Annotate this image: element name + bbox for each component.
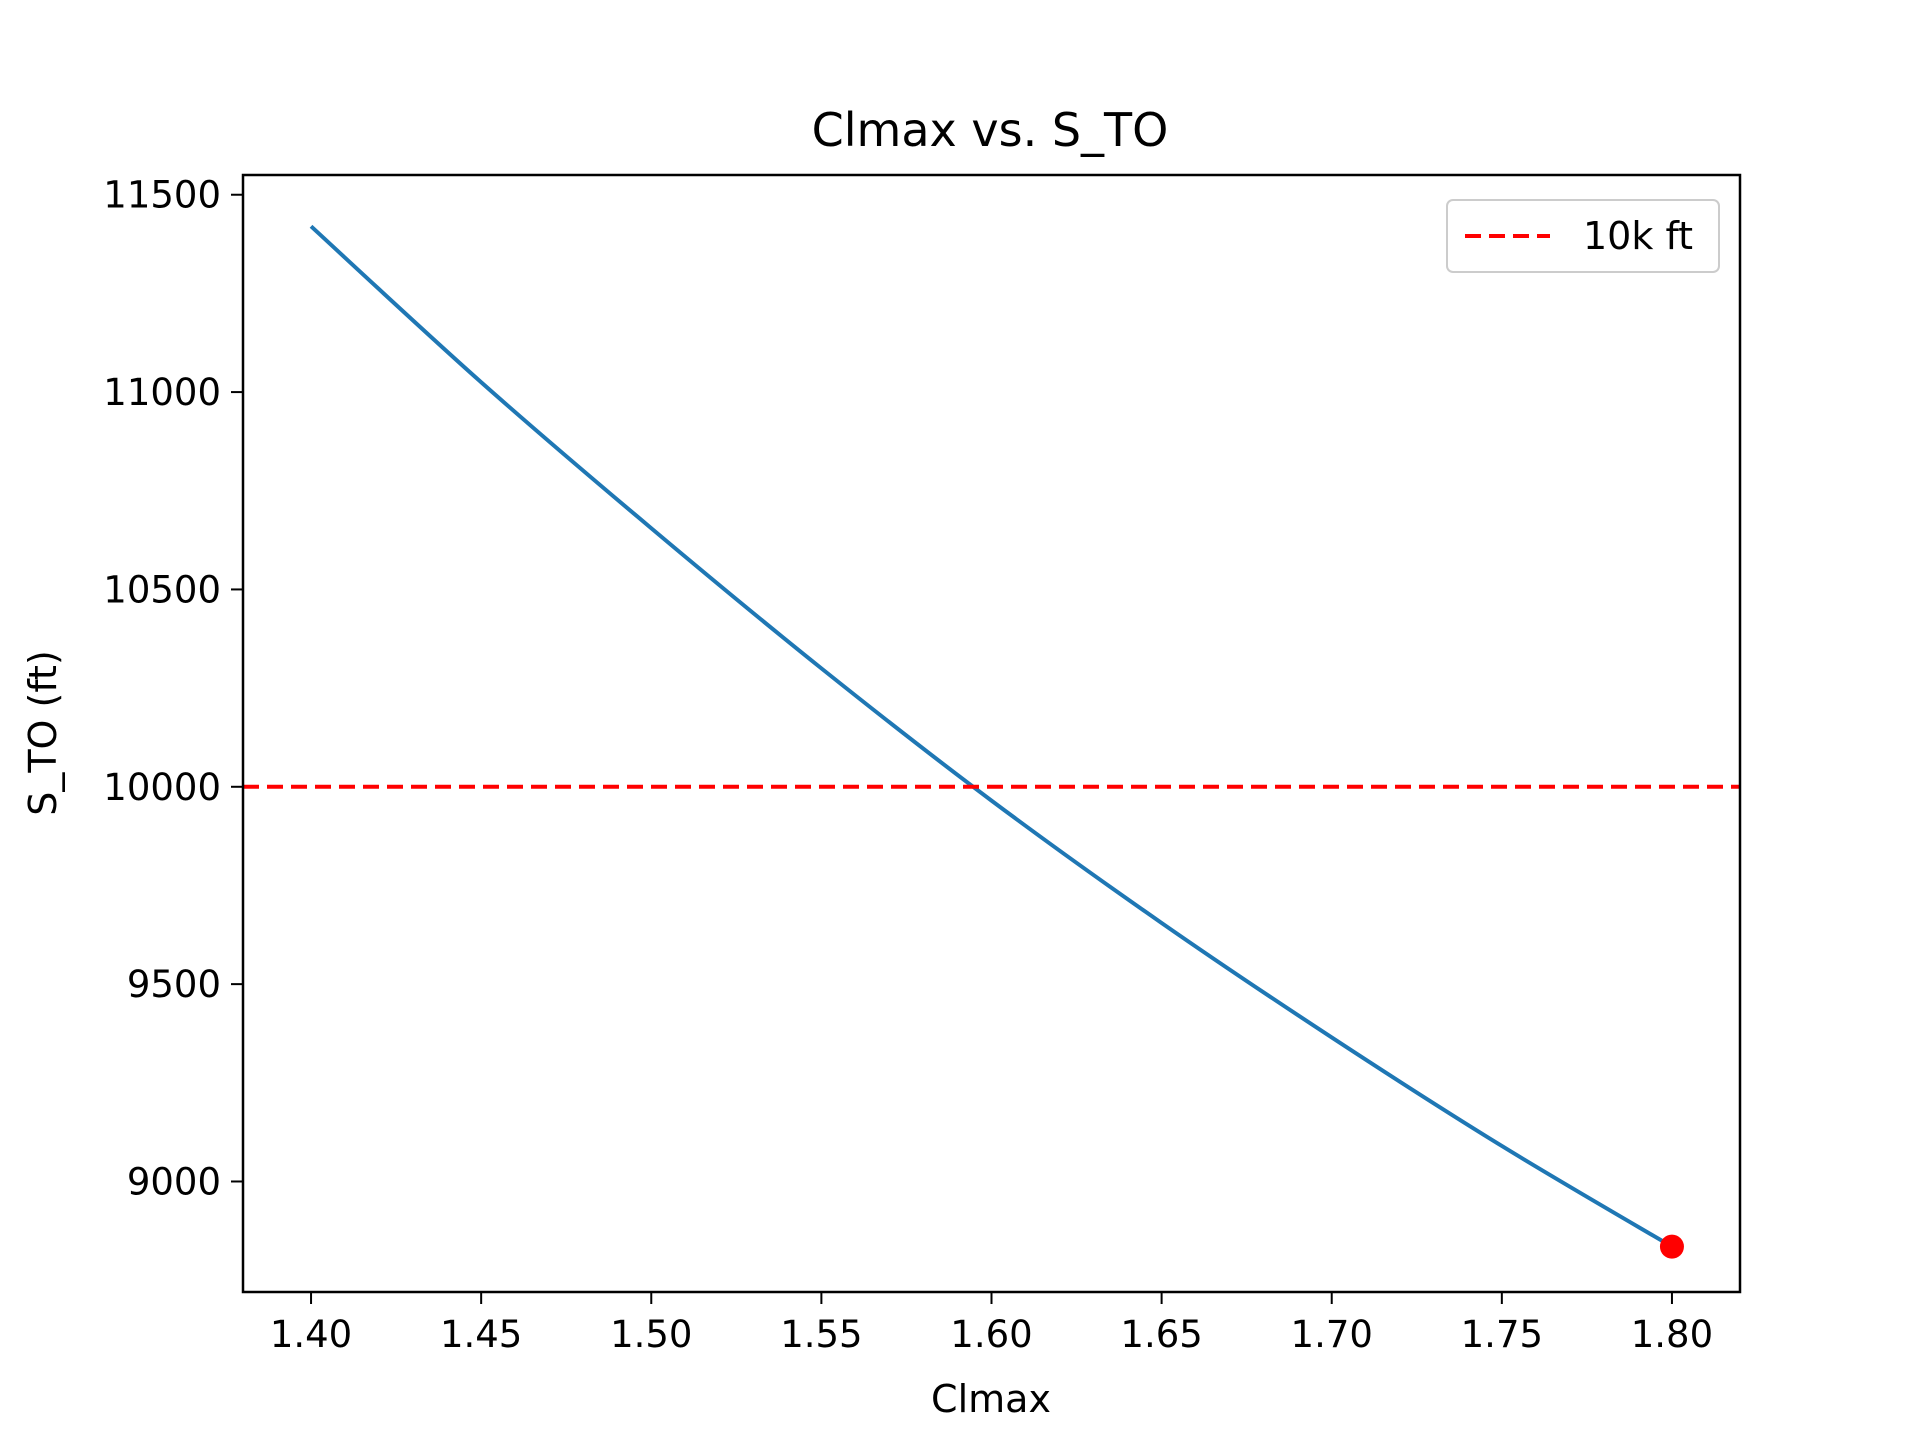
x-axis-ticks: 1.40 1.45 1.50 1.55 1.60 1.65 1.70 1.75 1.80: [270, 1292, 1713, 1356]
series-line-0: [309, 224, 1673, 1249]
x-tick-label: 1.70: [1291, 1313, 1373, 1356]
legend-box: [1446, 199, 1720, 273]
marker-group: [1659, 1234, 1684, 1259]
x-tick-label: 1.75: [1461, 1313, 1543, 1356]
x-tick-label: 1.45: [440, 1313, 522, 1356]
y-tick-label: 10000: [103, 766, 221, 809]
x-axis-label: Clmax: [931, 1377, 1051, 1421]
y-axis-label: S_TO (ft): [21, 650, 65, 816]
x-tick-label: 1.40: [270, 1313, 352, 1356]
x-tick-label: 1.60: [950, 1313, 1032, 1356]
x-tick-label: 1.65: [1120, 1313, 1202, 1356]
x-tick-label: 1.80: [1631, 1313, 1713, 1356]
marker-point: [1659, 1234, 1684, 1259]
series-group: [309, 224, 1673, 1249]
y-axis-ticks: 9000 9500 10000 10500 11000 11500: [103, 174, 243, 1203]
y-tick-label: 9000: [127, 1160, 221, 1203]
x-tick-label: 1.50: [610, 1313, 692, 1356]
y-tick-label: 11500: [103, 174, 221, 217]
y-tick-label: 9500: [127, 963, 221, 1006]
x-tick-label: 1.55: [780, 1313, 862, 1356]
y-tick-label: 10500: [103, 568, 221, 611]
chart-title: Clmax vs. S_TO: [812, 103, 1169, 157]
y-tick-label: 11000: [103, 371, 221, 414]
legend: 10k ft: [1446, 199, 1720, 273]
plot-area: [243, 224, 1740, 1259]
legend-label-10k-ft: 10k ft: [1583, 214, 1693, 258]
